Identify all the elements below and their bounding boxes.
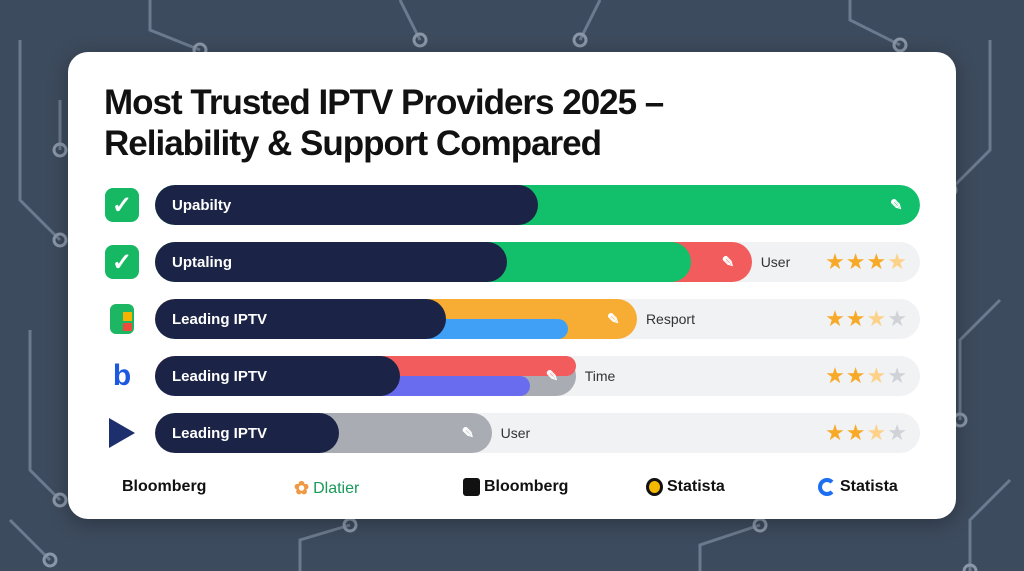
- provider-row: ✓ Uptaling ✎ User ★★★★: [104, 242, 920, 282]
- source-logo: ✿ Dlatier: [294, 478, 359, 499]
- provider-row: b Leading IPTV ✎ Time ★★★★: [104, 356, 920, 396]
- e-logo-icon: [463, 478, 480, 496]
- star-icon: ★: [825, 249, 846, 274]
- source-logo: Bloomberg: [122, 478, 206, 496]
- progress-bar: Leading IPTV ✎ User ★★★★: [155, 413, 920, 453]
- row-metric-label: Time: [584, 368, 616, 384]
- row-label: Upabilty: [172, 197, 232, 214]
- circuit-node: [52, 492, 68, 508]
- star-icon: ★: [825, 363, 846, 388]
- provider-row: Leading IPTV ✎ User ★★★★: [104, 413, 920, 453]
- star-rating: ★★★★: [825, 308, 908, 330]
- page-title: Most Trusted IPTV Providers 2025 – Relia…: [104, 82, 664, 164]
- circuit-trace: [8, 518, 52, 562]
- progress-bar: Leading IPTV ✎ Time ★★★★: [155, 356, 920, 396]
- circuit-trace: [968, 478, 1012, 571]
- bar-base: [155, 185, 538, 225]
- circuit-trace: [698, 523, 761, 571]
- star-rating: ★★★★: [825, 422, 908, 444]
- row-label: Leading IPTV: [172, 425, 268, 442]
- star-icon: ★: [866, 249, 888, 274]
- flower-icon: ✿: [294, 478, 310, 498]
- bar-base: [155, 413, 339, 453]
- source-logo: Statista: [646, 478, 725, 496]
- source-logo: Bloomberg: [463, 478, 568, 496]
- source-name: Statista: [840, 478, 898, 495]
- circuit-node: [892, 37, 908, 53]
- circuit-node: [962, 563, 978, 571]
- circuit-trace: [948, 40, 992, 192]
- star-icon: ★: [825, 420, 846, 445]
- star-icon: ★: [845, 306, 867, 331]
- star-icon: ★: [887, 249, 908, 274]
- circuit-trace: [298, 523, 351, 571]
- circuit-trace: [28, 330, 62, 502]
- badge-icon: ✎: [545, 368, 559, 385]
- circuit-trace: [18, 40, 62, 242]
- star-icon: ★: [887, 306, 908, 331]
- bar-base: [155, 242, 507, 282]
- grid-logo-icon: [104, 301, 140, 337]
- circuit-node: [342, 517, 358, 533]
- play-logo-icon: [104, 415, 140, 451]
- bar-base: [155, 356, 400, 396]
- row-label: Leading IPTV: [172, 368, 268, 385]
- badge-icon: ✎: [890, 197, 903, 214]
- row-metric-label: User: [760, 254, 791, 270]
- circuit-node: [412, 32, 428, 48]
- star-rating: ★★★★: [825, 365, 908, 387]
- circuit-node: [42, 552, 58, 568]
- source-name: Statista: [667, 478, 725, 495]
- circuit-node: [572, 32, 588, 48]
- source-name: Dlatier: [313, 479, 360, 497]
- circuit-node: [752, 517, 768, 533]
- source-logo: Statista: [818, 478, 898, 496]
- checkmark-icon: ✓: [104, 187, 140, 223]
- star-icon: ★: [845, 363, 867, 388]
- star-icon: ★: [887, 363, 908, 388]
- progress-bar: Leading IPTV ✎ Resport ★★★★: [155, 299, 920, 339]
- badge-icon: ✎: [721, 254, 735, 271]
- circuit-node: [52, 232, 68, 248]
- star-icon: ★: [866, 420, 888, 445]
- progress-bar: Upabilty ✎: [155, 185, 920, 225]
- puzzle-icon: [646, 478, 663, 496]
- row-label: Leading IPTV: [172, 311, 268, 328]
- g-logo-icon: [818, 478, 836, 496]
- star-icon: ★: [845, 420, 867, 445]
- star-icon: ★: [866, 363, 888, 388]
- title-line-1: Most Trusted IPTV Providers 2025 –: [104, 83, 664, 122]
- checkmark-icon: ✓: [104, 244, 140, 280]
- row-metric-label: User: [500, 425, 531, 441]
- row-label: Uptaling: [172, 254, 232, 271]
- b-logo-icon: b: [112, 359, 132, 392]
- star-rating: ★★★★: [825, 251, 908, 273]
- circuit-node: [52, 142, 68, 158]
- badge-icon: ✎: [606, 311, 620, 328]
- title-line-2: Reliability & Support Compared: [104, 124, 602, 163]
- circuit-trace: [848, 0, 901, 47]
- source-name: Bloomberg: [484, 478, 569, 495]
- star-icon: ★: [825, 306, 846, 331]
- provider-row: Leading IPTV ✎ Resport ★★★★: [104, 299, 920, 339]
- bar-base: [155, 299, 446, 339]
- star-icon: ★: [845, 249, 867, 274]
- provider-row: ✓ Upabilty ✎: [104, 185, 920, 225]
- row-metric-label: Resport: [645, 311, 695, 327]
- star-icon: ★: [866, 306, 888, 331]
- progress-bar: Uptaling ✎ User ★★★★: [155, 242, 920, 282]
- circuit-trace: [148, 0, 201, 52]
- circuit-trace: [958, 298, 1002, 420]
- source-name: Bloomberg: [122, 478, 207, 495]
- badge-icon: ✎: [461, 425, 475, 442]
- star-icon: ★: [887, 420, 908, 445]
